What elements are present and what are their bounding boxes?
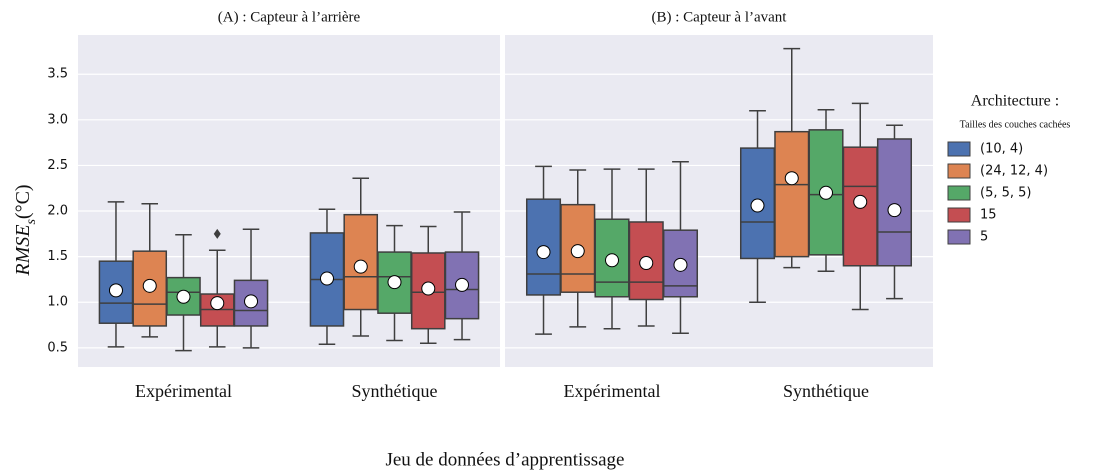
mean-marker	[536, 245, 551, 260]
mean-marker	[819, 185, 833, 200]
mean-marker	[142, 278, 157, 293]
mean-marker	[319, 271, 334, 286]
mean-marker	[887, 203, 902, 218]
y-label-unit: (°C)	[12, 184, 34, 219]
x-tick-label: Expérimental	[564, 381, 661, 401]
legend-swatch	[947, 141, 971, 157]
y-tick-label: 3.0	[47, 112, 68, 127]
mean-marker	[108, 283, 123, 298]
outlier	[213, 228, 221, 239]
x-tick-label: Synthétique	[783, 381, 869, 401]
x-tick-label: Synthétique	[352, 381, 438, 401]
y-tick-label: 2.5	[47, 158, 68, 173]
legend-title: Architecture :	[971, 93, 1059, 110]
mean-marker	[750, 198, 765, 213]
box	[525, 198, 562, 296]
panel-title: (B) : Capteur à l’avant	[652, 9, 788, 25]
x-axis-label: Jeu de données d’apprentissage	[385, 449, 624, 470]
mean-marker	[387, 275, 402, 290]
y-axis-label: RMSEs(°C)	[12, 184, 39, 276]
legend-subtitle: Tailles des couches cachées	[960, 119, 1071, 130]
mean-marker	[210, 296, 225, 311]
box	[876, 138, 913, 267]
legend-label: (24, 12, 4)	[980, 164, 1048, 179]
legend-label: 5	[980, 230, 988, 245]
y-label-main: RMSE	[12, 225, 34, 277]
legend-label: (5, 5, 5)	[980, 186, 1032, 201]
panel-title: (A) : Capteur à l’arrière	[218, 9, 361, 25]
mean-marker	[421, 281, 436, 296]
y-tick-label: 3.5	[47, 67, 68, 82]
y-tick-label: 2.0	[47, 204, 68, 219]
legend-label: 15	[980, 208, 997, 223]
y-tick-label: 1.5	[47, 249, 68, 264]
mean-marker	[673, 257, 688, 272]
legend-swatch	[947, 163, 971, 179]
mean-marker	[639, 256, 654, 271]
legend-label: (10, 4)	[980, 142, 1023, 157]
y-tick-label: 0.5	[47, 340, 68, 355]
mean-marker	[784, 171, 799, 186]
x-tick-label: Expérimental	[135, 381, 232, 401]
mean-marker	[455, 277, 470, 292]
mean-marker	[605, 253, 619, 268]
legend-swatch	[947, 207, 971, 223]
y-label-sub: s	[24, 219, 39, 225]
mean-marker	[853, 194, 868, 209]
legend-swatch	[947, 185, 971, 201]
box	[774, 130, 810, 258]
mean-marker	[176, 289, 191, 304]
y-tick-label: 1.0	[47, 295, 68, 310]
legend-swatch	[947, 229, 971, 245]
mean-marker	[244, 294, 259, 309]
mean-marker	[570, 244, 585, 259]
mean-marker	[353, 259, 368, 274]
